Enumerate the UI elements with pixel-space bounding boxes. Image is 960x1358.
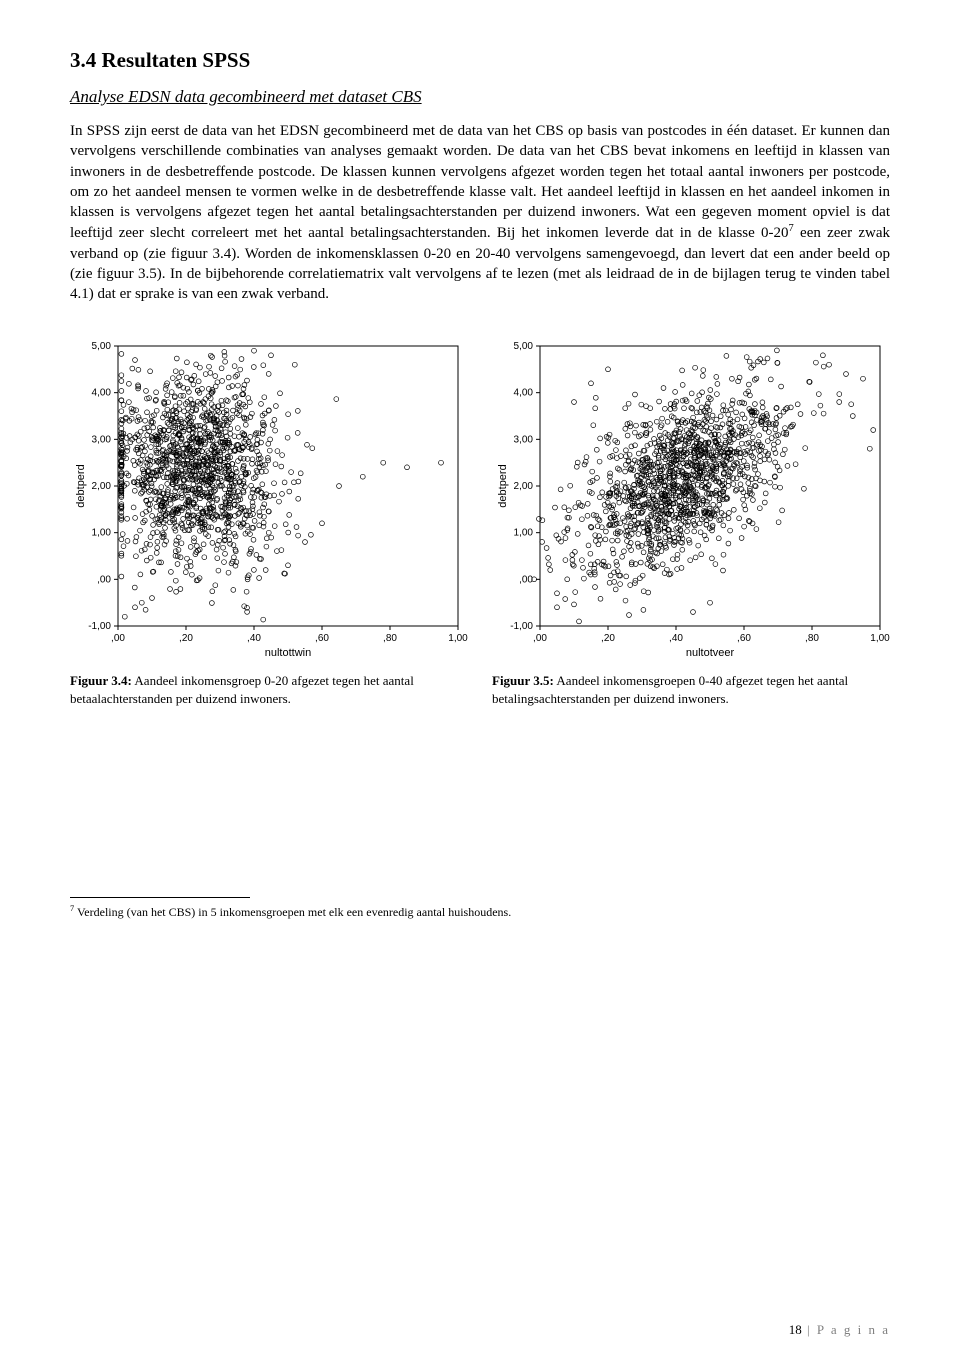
svg-text:,20: ,20 <box>601 633 615 644</box>
svg-text:,00: ,00 <box>97 575 111 586</box>
page-number-value: 18 <box>789 1322 802 1337</box>
caption-lead: Figuur 3.5: <box>492 673 554 688</box>
svg-text:1,00: 1,00 <box>870 633 890 644</box>
svg-text:nultottwin: nultottwin <box>265 647 311 659</box>
figure-3-5: -1,00,001,002,003,004,005,00,00,20,40,60… <box>492 336 890 707</box>
svg-text:,00: ,00 <box>533 633 547 644</box>
svg-text:4,00: 4,00 <box>92 388 112 399</box>
figure-caption: Figuur 3.5: Aandeel inkomensgroepen 0-40… <box>492 672 890 707</box>
svg-text:-1,00: -1,00 <box>510 621 533 632</box>
svg-text:3,00: 3,00 <box>514 435 534 446</box>
figures-row: -1,00,001,002,003,004,005,00,00,20,40,60… <box>70 336 890 707</box>
svg-text:3,00: 3,00 <box>92 435 112 446</box>
svg-text:debtperd: debtperd <box>497 465 509 508</box>
svg-text:,20: ,20 <box>179 633 193 644</box>
svg-text:,60: ,60 <box>737 633 751 644</box>
svg-text:5,00: 5,00 <box>514 341 534 352</box>
svg-text:1,00: 1,00 <box>514 528 534 539</box>
svg-text:,60: ,60 <box>315 633 329 644</box>
svg-text:,80: ,80 <box>805 633 819 644</box>
svg-text:1,00: 1,00 <box>92 528 112 539</box>
svg-text:5,00: 5,00 <box>92 341 112 352</box>
page-number: 18 | P a g i n a <box>789 1322 890 1338</box>
figure-caption: Figuur 3.4: Aandeel inkomensgroep 0-20 a… <box>70 672 468 707</box>
section-title: 3.4 Resultaten SPSS <box>70 48 890 73</box>
footnote-text: Verdeling (van het CBS) in 5 inkomensgro… <box>74 905 511 919</box>
footnote-rule <box>70 897 250 898</box>
svg-text:4,00: 4,00 <box>514 388 534 399</box>
footnote: 7 Verdeling (van het CBS) in 5 inkomensg… <box>70 904 890 921</box>
svg-text:1,00: 1,00 <box>448 633 468 644</box>
scatter-chart-fig34: -1,00,001,002,003,004,005,00,00,20,40,60… <box>70 336 468 666</box>
figure-3-4: -1,00,001,002,003,004,005,00,00,20,40,60… <box>70 336 468 707</box>
svg-text:debtperd: debtperd <box>75 465 87 508</box>
svg-text:-1,00: -1,00 <box>88 621 111 632</box>
body-paragraph: In SPSS zijn eerst de data van het EDSN … <box>70 121 890 304</box>
svg-text:,00: ,00 <box>519 575 533 586</box>
svg-text:,40: ,40 <box>669 633 683 644</box>
page-number-label: P a g i n a <box>817 1322 890 1337</box>
svg-text:,80: ,80 <box>383 633 397 644</box>
subsection-title: Analyse EDSN data gecombineerd met datas… <box>70 87 890 107</box>
scatter-chart-fig35: -1,00,001,002,003,004,005,00,00,20,40,60… <box>492 336 890 666</box>
svg-text:,00: ,00 <box>111 633 125 644</box>
caption-lead: Figuur 3.4: <box>70 673 132 688</box>
svg-text:,40: ,40 <box>247 633 261 644</box>
svg-text:2,00: 2,00 <box>92 481 112 492</box>
svg-text:2,00: 2,00 <box>514 481 534 492</box>
svg-text:nultotveer: nultotveer <box>686 647 735 659</box>
